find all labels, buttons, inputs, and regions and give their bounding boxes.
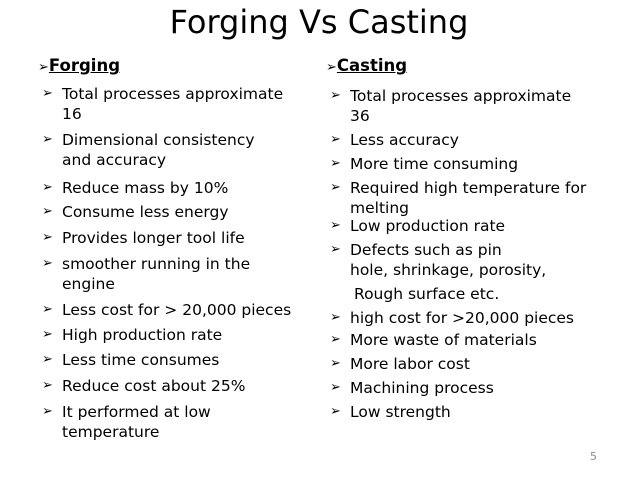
arrow-bullet-icon: ➢: [326, 60, 337, 75]
arrow-bullet-icon: ➢: [42, 204, 53, 219]
item-text: It performed at low: [62, 403, 211, 421]
item-text: Consume less energy: [62, 203, 229, 221]
item-text: Defects such as pin: [350, 241, 502, 259]
arrow-bullet-icon: ➢: [330, 156, 341, 171]
item-text: Less time consumes: [62, 351, 220, 369]
item-text-continued: 16: [62, 105, 82, 123]
item-text-continued: melting: [350, 199, 409, 217]
item-text: Low strength: [350, 403, 451, 421]
arrow-bullet-icon: ➢: [42, 230, 53, 245]
page-title: Forging Vs Casting: [169, 3, 469, 41]
item-text-continued: temperature: [62, 423, 160, 441]
item-text: Provides longer tool life: [62, 229, 245, 247]
arrow-bullet-icon: ➢: [42, 352, 53, 367]
item-text-continued: hole, shrinkage, porosity,: [350, 261, 547, 279]
arrow-bullet-icon: ➢: [42, 180, 53, 195]
item-text: Required high temperature for: [350, 179, 587, 197]
page-number: 5: [590, 450, 597, 463]
arrow-bullet-icon: ➢: [330, 332, 341, 347]
forging-heading-label: Forging: [48, 56, 121, 75]
casting-heading-label: Casting: [336, 56, 408, 75]
item-text: Rough surface etc.: [354, 285, 500, 303]
item-text: Reduce mass by 10%: [62, 179, 229, 197]
item-text: High production rate: [62, 326, 223, 344]
item-text: high cost for >20,000 pieces: [350, 309, 575, 327]
arrow-bullet-icon: ➢: [330, 310, 341, 325]
arrow-bullet-icon: ➢: [42, 86, 53, 101]
item-text: Low production rate: [350, 217, 506, 235]
item-text-continued: engine: [62, 275, 115, 293]
item-text-continued: and accuracy: [62, 151, 167, 169]
arrow-bullet-icon: ➢: [42, 327, 53, 342]
arrow-bullet-icon: ➢: [42, 302, 53, 317]
casting-heading: ➢Casting: [326, 55, 407, 79]
arrow-bullet-icon: ➢: [330, 242, 341, 257]
arrow-bullet-icon: ➢: [330, 132, 341, 147]
forging-heading: ➢Forging: [38, 55, 120, 79]
item-text-continued: 36: [350, 107, 370, 125]
item-text: smoother running in the: [62, 255, 251, 273]
item-text: Less accuracy: [350, 131, 459, 149]
item-text: More labor cost: [350, 355, 470, 373]
item-text: More time consuming: [350, 155, 519, 173]
arrow-bullet-icon: ➢: [42, 132, 53, 147]
item-text: Less cost for > 20,000 pieces: [62, 301, 292, 319]
item-text: Total processes approximate: [350, 87, 572, 105]
arrow-bullet-icon: ➢: [42, 378, 53, 393]
arrow-bullet-icon: ➢: [330, 380, 341, 395]
arrow-bullet-icon: ➢: [38, 60, 49, 75]
item-text: Dimensional consistency: [62, 131, 255, 149]
arrow-bullet-icon: ➢: [330, 88, 341, 103]
item-text: More waste of materials: [350, 331, 537, 349]
item-text: Total processes approximate: [62, 85, 284, 103]
arrow-bullet-icon: ➢: [330, 356, 341, 371]
item-text: Reduce cost about 25%: [62, 377, 246, 395]
arrow-bullet-icon: ➢: [330, 180, 341, 195]
arrow-bullet-icon: ➢: [330, 404, 341, 419]
arrow-bullet-icon: ➢: [42, 404, 53, 419]
arrow-bullet-icon: ➢: [42, 256, 53, 271]
arrow-bullet-icon: ➢: [330, 218, 341, 233]
item-text: Machining process: [350, 379, 494, 397]
